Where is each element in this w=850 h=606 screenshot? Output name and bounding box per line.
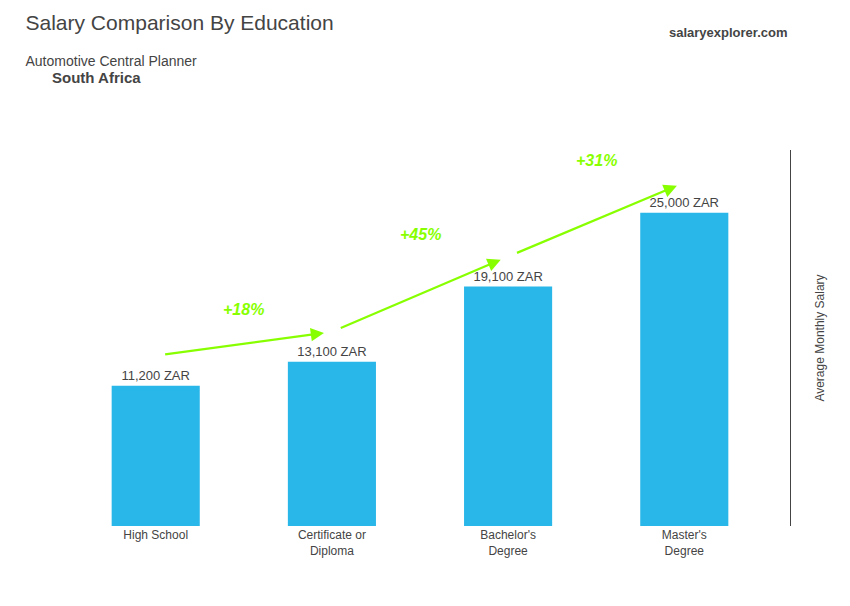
svg-text:+18%: +18%: [223, 301, 264, 318]
svg-text:Salary Comparison By Education: Salary Comparison By Education: [26, 11, 334, 34]
svg-text:Average Monthly Salary: Average Monthly Salary: [813, 274, 827, 401]
svg-text:25,000 ZAR: 25,000 ZAR: [650, 195, 719, 210]
svg-text:salaryexplorer.com: salaryexplorer.com: [669, 25, 788, 40]
svg-text:19,100 ZAR: 19,100 ZAR: [473, 269, 542, 284]
svg-text:13,100 ZAR: 13,100 ZAR: [297, 344, 366, 359]
svg-text:Master'sDegree: Master'sDegree: [662, 528, 707, 558]
svg-text:Certificate orDiploma: Certificate orDiploma: [298, 528, 366, 558]
svg-text:High School: High School: [123, 528, 188, 542]
svg-text:Automotive Central Planner: Automotive Central Planner: [26, 53, 198, 69]
svg-text:South Africa: South Africa: [52, 69, 141, 86]
svg-text:Bachelor'sDegree: Bachelor'sDegree: [480, 528, 536, 558]
svg-text:+31%: +31%: [576, 152, 617, 169]
svg-text:11,200 ZAR: 11,200 ZAR: [122, 368, 190, 383]
svg-text:+45%: +45%: [400, 226, 441, 243]
